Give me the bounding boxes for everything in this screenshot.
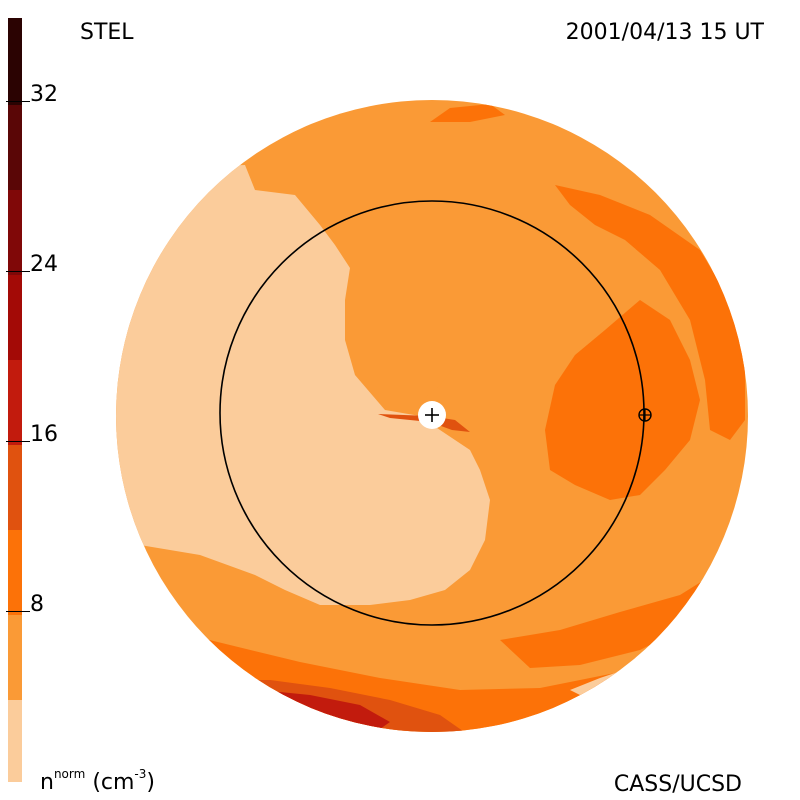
density-disk: [116, 100, 748, 732]
colorbar-tick-label-32: 32: [30, 82, 58, 107]
colorbar-segment-6: [8, 445, 22, 530]
unit-rest: (cm: [92, 770, 135, 795]
origin-label: STEL: [80, 20, 134, 45]
colorbar-segment-4: [8, 275, 22, 360]
colorbar-tick-24: [6, 271, 30, 272]
colorbar: [8, 18, 22, 782]
unit-exponent: -3: [134, 767, 147, 781]
unit-label: nnorm (cm-3): [40, 768, 155, 795]
colorbar-segment-7: [8, 530, 22, 615]
map-region-orange-top: [430, 104, 505, 122]
unit-close: ): [146, 770, 155, 795]
colorbar-segment-2: [8, 105, 22, 190]
colorbar-segment-5: [8, 360, 22, 445]
colorbar-segment-8: [8, 615, 22, 700]
colorbar-segment-1: [8, 18, 22, 105]
map-region-orange-east: [545, 300, 700, 500]
unit-superscript: norm: [53, 767, 86, 781]
map-region-orange-spike: [378, 414, 470, 432]
timestamp-label: 2001/04/13 15 UT: [565, 20, 764, 45]
earth-marker-icon: [638, 408, 652, 422]
earth-orbit-circle: [219, 200, 645, 626]
credit-label: CASS/UCSD: [613, 772, 742, 797]
colorbar-tick-label-24: 24: [30, 252, 58, 277]
colorbar-tick-8: [6, 611, 30, 612]
colorbar-segment-3: [8, 190, 22, 275]
colorbar-tick-label-16: 16: [30, 422, 58, 447]
colorbar-tick-label-8: 8: [30, 592, 44, 617]
map-region-light-notch: [380, 345, 460, 398]
colorbar-segment-9: [8, 700, 22, 782]
map-region-orange-arc: [555, 185, 745, 440]
colorbar-tick-16: [6, 441, 30, 442]
sun-marker-icon: [418, 401, 446, 429]
colorbar-tick-32: [6, 101, 30, 102]
unit-main: n: [40, 770, 54, 795]
map-region-light-west: [116, 165, 490, 605]
map-region-orange-sw-band: [500, 570, 740, 668]
